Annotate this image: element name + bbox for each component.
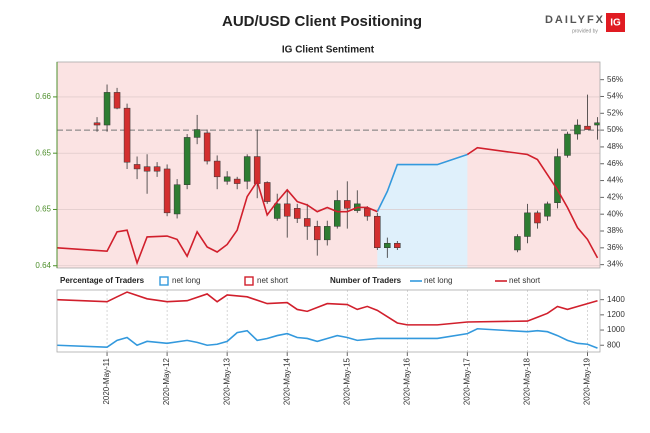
legend-label: net long — [172, 276, 200, 285]
y2-tick-label: 56% — [607, 75, 623, 84]
candle-body — [334, 200, 341, 227]
y2-tick-label: 1400 — [607, 295, 625, 304]
candle-body — [223, 176, 231, 182]
candle-body — [564, 133, 571, 156]
candle-body — [534, 212, 541, 224]
x-tick-label: 2020-May-17 — [462, 357, 471, 405]
candle-body — [163, 168, 171, 214]
x-tick-label: 2020-May-19 — [583, 357, 592, 405]
candle-body — [173, 184, 181, 215]
brand-badge-box — [606, 13, 625, 32]
x-tick-label: 2020-May-12 — [162, 357, 171, 405]
legend-swatch — [244, 276, 254, 286]
candle-body — [514, 236, 521, 251]
y2-tick-label: 800 — [607, 340, 621, 349]
candle-body — [293, 208, 301, 219]
candle-body — [384, 242, 391, 248]
candle-body — [183, 137, 191, 185]
candle-body — [524, 212, 531, 237]
page-title: AUD/USD Client Positioning — [222, 13, 422, 30]
x-tick-label: 2020-May-16 — [402, 357, 411, 405]
legend-title: Number of Traders — [330, 276, 402, 285]
candle-body — [243, 156, 251, 182]
series-line — [376, 153, 468, 213]
y2-tick-label: 34% — [607, 260, 623, 269]
candle-body — [313, 226, 321, 241]
candle-body — [283, 203, 291, 217]
y2-tick-label: 52% — [607, 108, 623, 117]
legend-swatch — [159, 276, 169, 286]
candle-body — [594, 122, 600, 126]
y2-tick-label: 1000 — [607, 325, 625, 334]
candle-body — [584, 125, 591, 130]
brand-tagline: provided by — [572, 28, 598, 34]
brand-badge: IG — [610, 18, 621, 29]
x-tick-label: 2020-May-15 — [342, 357, 351, 405]
candle-body — [263, 182, 271, 202]
y2-tick-label: 50% — [607, 125, 623, 134]
plot-frame — [56, 289, 601, 353]
candle-body — [153, 166, 161, 172]
candle-body — [133, 164, 141, 170]
plot-layer — [57, 62, 600, 268]
x-tick-label: 2020-May-14 — [282, 357, 291, 405]
y2-tick-label: 36% — [607, 243, 623, 252]
area — [377, 154, 468, 268]
legend-label: net short — [509, 276, 541, 285]
series-line — [57, 327, 598, 349]
candle-body — [374, 215, 381, 248]
x-tick-label: 2020-May-18 — [523, 357, 532, 405]
candle-body — [394, 242, 401, 248]
y2-tick-label: 1200 — [607, 310, 625, 319]
y2-tick-label: 40% — [607, 209, 623, 218]
y-tick-label: 0.65 — [35, 148, 51, 157]
y2-tick-label: 38% — [607, 226, 623, 235]
series-line — [57, 146, 599, 266]
candle-body — [233, 178, 241, 184]
candle-body — [113, 92, 121, 109]
candle-body — [574, 124, 581, 135]
x-tick-label: 2020-May-13 — [222, 357, 231, 405]
candle-body — [143, 166, 151, 172]
y-tick-label: 0.66 — [35, 92, 51, 101]
candle-body — [253, 156, 261, 184]
candle-body — [323, 226, 331, 241]
y2-tick-label: 46% — [607, 159, 623, 168]
chart-subtitle: IG Client Sentiment — [282, 45, 375, 56]
plot-layer — [57, 290, 598, 352]
candle-body — [273, 203, 281, 219]
candle-body — [123, 107, 131, 163]
candle-body — [344, 200, 351, 209]
y-tick-label: 0.64 — [35, 261, 51, 270]
candle-body — [213, 160, 221, 178]
y-tick-label: 0.65 — [35, 205, 51, 214]
candle-body — [544, 203, 551, 217]
candle-body — [103, 92, 111, 126]
legend-label: net long — [424, 276, 452, 285]
legend-title: Percentage of Traders — [60, 276, 145, 285]
series-line — [57, 291, 598, 326]
y2-tick-label: 42% — [607, 192, 623, 201]
y2-tick-label: 48% — [607, 142, 623, 151]
candle-body — [303, 218, 311, 227]
candle-body — [203, 132, 211, 162]
brand-name: DAILYFX — [545, 14, 605, 26]
candle-body — [193, 129, 201, 138]
y2-tick-label: 54% — [607, 92, 623, 101]
x-tick-label: 2020-May-11 — [102, 357, 111, 404]
candle-body — [364, 208, 371, 217]
y2-tick-label: 44% — [607, 176, 623, 185]
legend-label: net short — [257, 276, 289, 285]
candle-body — [93, 122, 101, 126]
candle-body — [554, 156, 561, 203]
